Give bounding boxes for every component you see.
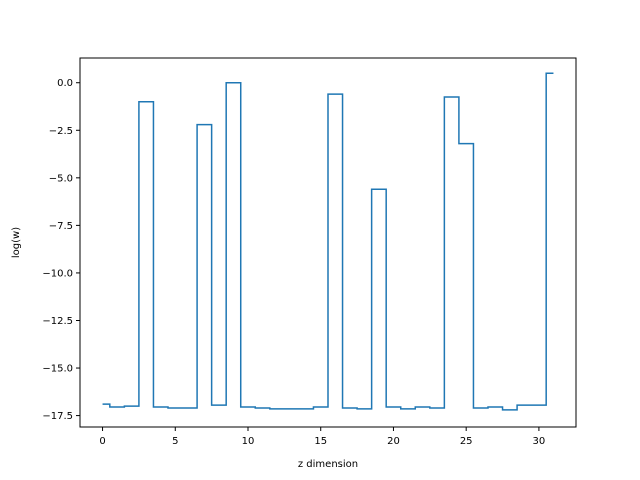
y-tick-label: −15.0 xyxy=(42,364,73,375)
y-tick-label: −10.0 xyxy=(42,268,73,279)
x-tick-label: 10 xyxy=(242,436,255,447)
y-tick-label: −12.5 xyxy=(42,316,73,327)
y-tick-label: 0.0 xyxy=(57,78,73,89)
x-tick-label: 30 xyxy=(533,436,546,447)
x-axis: 0 5 10 15 20 25 30 xyxy=(99,427,545,447)
x-axis-label: z dimension xyxy=(298,459,358,470)
y-tick-label: −5.0 xyxy=(49,173,73,184)
x-tick-label: 20 xyxy=(387,436,400,447)
y-tick-label: −7.5 xyxy=(49,221,73,232)
x-tick-label: 0 xyxy=(99,436,105,447)
y-axis-label: log(w) xyxy=(11,227,22,258)
y-tick-label: −2.5 xyxy=(49,126,73,137)
y-axis: 0.0 −2.5 −5.0 −7.5 −10.0 −12.5 −15.0 −17.5 xyxy=(42,78,80,422)
x-tick-label: 5 xyxy=(172,436,178,447)
x-tick-label: 15 xyxy=(314,436,327,447)
series-line-0 xyxy=(102,72,554,411)
x-tick-label: 25 xyxy=(460,436,473,447)
axes-frame xyxy=(79,57,577,428)
plot-area xyxy=(102,72,554,411)
y-tick-label: −17.5 xyxy=(42,411,73,422)
